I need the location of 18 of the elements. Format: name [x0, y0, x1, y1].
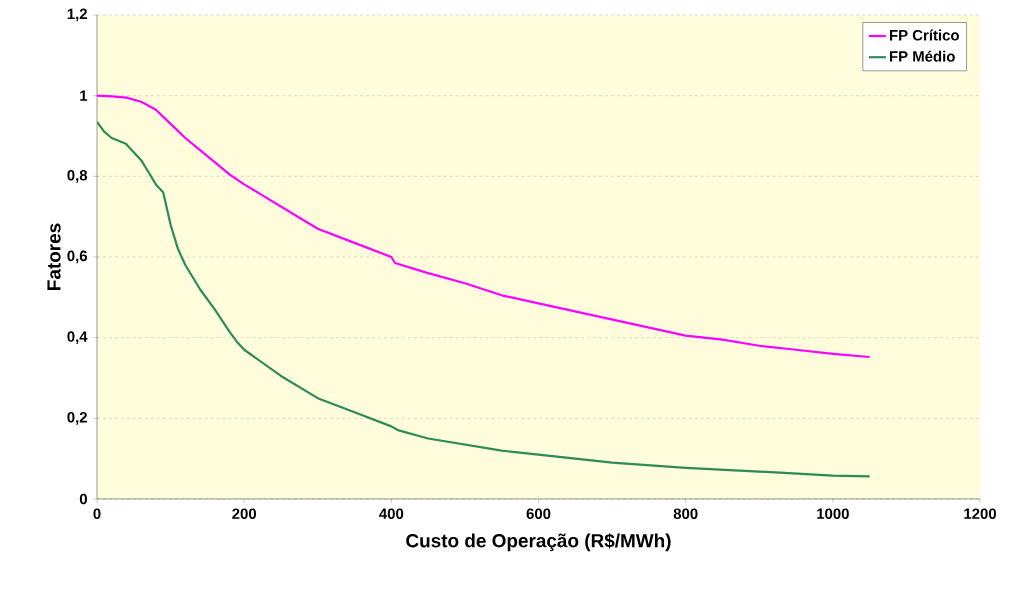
- y-tick-label: 0,2: [67, 411, 87, 425]
- x-tick-label: 800: [673, 508, 698, 519]
- y-tick-label: 1,2: [67, 8, 87, 22]
- x-tick-label: 600: [526, 508, 551, 519]
- legend-label: FP Crítico: [890, 29, 959, 41]
- y-tick-label: 0,6: [67, 250, 88, 264]
- x-tick-label: 1200: [964, 508, 996, 519]
- x-tick-label: 1000: [817, 508, 849, 519]
- x-tick-label: 400: [379, 508, 404, 519]
- x-tick-label: 200: [232, 508, 257, 519]
- y-tick-label: 0: [79, 493, 87, 505]
- legend-label: FP Médio: [890, 50, 955, 62]
- y-tick-label: 0,4: [67, 331, 88, 345]
- x-axis-title: Custo de Operação (R$/MWh): [406, 533, 671, 552]
- x-tick-label: 0: [93, 508, 101, 519]
- y-axis-title: Fatores: [47, 223, 61, 290]
- y-tick-label: 1: [80, 90, 88, 101]
- y-tick-label: 0,8: [67, 169, 88, 183]
